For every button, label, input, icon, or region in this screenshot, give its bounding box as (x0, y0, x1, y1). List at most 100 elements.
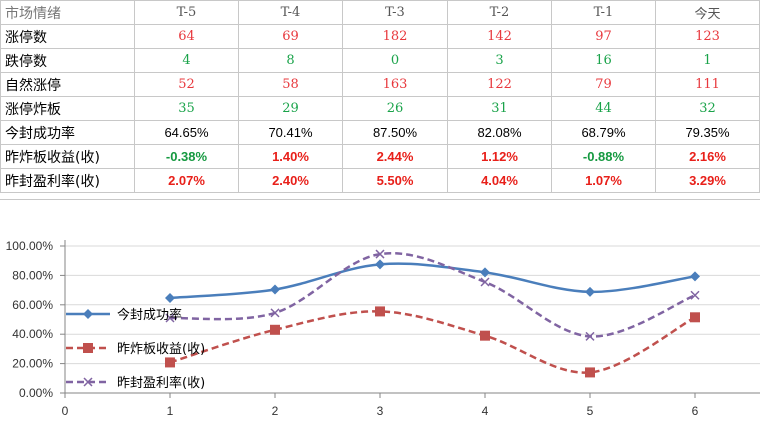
table-cell: 16 (551, 48, 656, 73)
table-cell: 2.44% (342, 144, 448, 169)
table-cell: 79.35% (655, 120, 760, 145)
table-cell: 123 (655, 24, 760, 49)
series-line (169, 310, 696, 374)
table-cell: 68.79% (551, 120, 656, 145)
legend-label: 今封成功率 (117, 307, 182, 323)
table-cell: 3.29% (655, 168, 760, 193)
data-point (375, 259, 385, 270)
row-label: 昨封盈利率(收) (0, 168, 135, 193)
table-cell: 1.40% (238, 144, 343, 169)
data-point (480, 277, 490, 287)
table-row: 涨停数 64 69 182 142 97 123 (0, 24, 760, 49)
table-cell: 64 (134, 24, 239, 49)
table-cell: 2.40% (238, 168, 343, 193)
row-label: 自然涨停 (0, 72, 135, 97)
data-point (585, 286, 595, 297)
data-point (165, 292, 175, 303)
y-tick-label: 80.00% (12, 268, 53, 282)
data-point (480, 267, 490, 278)
data-point (690, 290, 700, 300)
table-header-row: 市场情绪 T-5 T-4 T-3 T-2 T-1 今天 (0, 0, 760, 25)
row-label: 涨停炸板 (0, 96, 135, 121)
y-tick-label: 0.00% (19, 386, 53, 400)
table-cell: -0.88% (551, 144, 656, 169)
table-row: 昨炸板收益(收) -0.38% 1.40% 2.44% 1.12% -0.88% 2.16% (0, 144, 760, 169)
y-tick-label: 60.00% (12, 298, 53, 312)
data-point (375, 306, 385, 317)
table-cell: 69 (238, 24, 343, 49)
table-cell: 122 (447, 72, 552, 97)
table-cell: -0.38% (134, 144, 239, 169)
table-cell: 5.50% (342, 168, 448, 193)
table-row: 自然涨停 52 58 163 122 79 111 (0, 72, 760, 97)
legend-marker (83, 309, 93, 319)
y-tick-label: 20.00% (12, 357, 53, 371)
data-point (375, 249, 385, 259)
data-point (690, 312, 700, 323)
table-cell: 142 (447, 24, 552, 49)
table-cell: 64.65% (134, 120, 239, 145)
series-line (169, 262, 696, 300)
table-cell: 0 (342, 48, 448, 73)
series-line (169, 252, 696, 338)
line-chart: 0.00% 20.00% 40.00% 60.00% 80.00% 100.00% 0 1 2 3… (0, 199, 760, 418)
x-tick-label: 4 (482, 404, 489, 418)
header-cell: T-4 (238, 0, 343, 25)
table-cell: 31 (447, 96, 552, 121)
legend-marker (83, 343, 93, 353)
x-tick-label: 2 (272, 404, 279, 418)
legend-marker (83, 377, 93, 387)
header-cell: T-1 (551, 0, 656, 25)
table-cell: 1 (655, 48, 760, 73)
table-cell: 32 (655, 96, 760, 121)
market-sentiment-table: 市场情绪 T-5 T-4 T-3 T-2 T-1 今天 涨停数 64 69 182 142 97 123 跌… (0, 0, 760, 193)
row-label: 今封成功率 (0, 120, 135, 145)
header-cell: T-5 (134, 0, 239, 25)
x-tick-label: 1 (167, 404, 174, 418)
x-tick-label: 5 (587, 404, 594, 418)
table-cell: 87.50% (342, 120, 448, 145)
table-cell: 2.16% (655, 144, 760, 169)
table-row: 今封成功率 64.65% 70.41% 87.50% 82.08% 68.79% 79.35… (0, 120, 760, 145)
legend-label: 昨封盈利率(收) (117, 375, 205, 391)
x-tick-label: 3 (377, 404, 384, 418)
table-cell: 163 (342, 72, 448, 97)
data-point (480, 330, 490, 341)
data-point (270, 324, 280, 335)
table-cell: 26 (342, 96, 448, 121)
table-cell: 29 (238, 96, 343, 121)
data-point (585, 331, 595, 341)
table-cell: 58 (238, 72, 343, 97)
x-tick-label: 0 (62, 404, 69, 418)
table-cell: 8 (238, 48, 343, 73)
data-point (585, 367, 595, 378)
row-label: 涨停数 (0, 24, 135, 49)
data-point (165, 313, 175, 323)
table-cell: 79 (551, 72, 656, 97)
chart-top-border (0, 199, 760, 200)
table-cell: 111 (655, 72, 760, 97)
header-cell: 今天 (655, 0, 760, 25)
table-cell: 97 (551, 24, 656, 49)
table-cell: 44 (551, 96, 656, 121)
header-label: 市场情绪 (0, 0, 135, 25)
table-cell: 1.12% (447, 144, 552, 169)
table-cell: 3 (447, 48, 552, 73)
data-point (270, 308, 280, 318)
row-label: 昨炸板收益(收) (0, 144, 135, 169)
table-cell: 35 (134, 96, 239, 121)
data-point (165, 357, 175, 368)
header-cell: T-2 (447, 0, 552, 25)
data-point (690, 271, 700, 282)
table-cell: 70.41% (238, 120, 343, 145)
table-cell: 82.08% (447, 120, 552, 145)
y-tick-label: 100.00% (6, 239, 54, 253)
table-cell: 4 (134, 48, 239, 73)
legend-label: 昨炸板收益(收) (117, 342, 205, 357)
table-cell: 52 (134, 72, 239, 97)
table-cell: 2.07% (134, 168, 239, 193)
x-tick-label: 6 (692, 404, 699, 418)
table-row: 涨停炸板 35 29 26 31 44 32 (0, 96, 760, 121)
table-cell: 4.04% (447, 168, 552, 193)
table-row: 跌停数 4 8 0 3 16 1 (0, 48, 760, 73)
